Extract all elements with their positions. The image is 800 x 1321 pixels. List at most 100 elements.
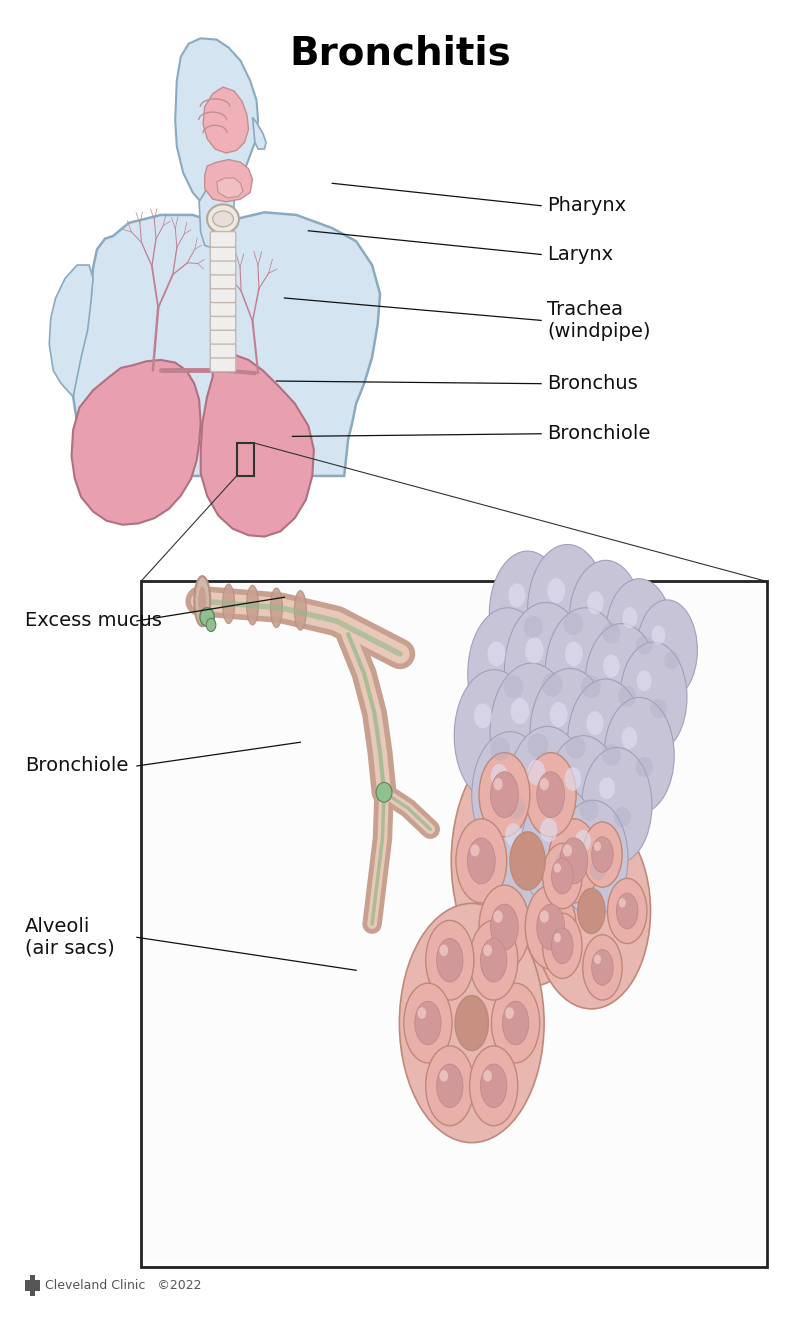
Ellipse shape	[581, 675, 601, 699]
Circle shape	[582, 748, 652, 864]
Circle shape	[585, 624, 658, 745]
Ellipse shape	[194, 576, 210, 626]
Ellipse shape	[565, 642, 582, 666]
Ellipse shape	[603, 654, 620, 678]
Circle shape	[481, 1063, 507, 1107]
FancyBboxPatch shape	[210, 246, 236, 262]
FancyBboxPatch shape	[210, 329, 236, 345]
Circle shape	[567, 679, 644, 806]
Circle shape	[582, 822, 622, 888]
Circle shape	[604, 697, 674, 814]
Circle shape	[487, 793, 560, 914]
Circle shape	[606, 579, 673, 690]
Circle shape	[490, 771, 518, 818]
FancyBboxPatch shape	[210, 357, 236, 371]
Ellipse shape	[494, 910, 502, 922]
Ellipse shape	[527, 760, 546, 785]
Ellipse shape	[439, 1070, 448, 1082]
Ellipse shape	[483, 1070, 492, 1082]
Ellipse shape	[510, 697, 530, 724]
Ellipse shape	[602, 622, 620, 643]
Ellipse shape	[270, 588, 282, 627]
Ellipse shape	[525, 638, 544, 663]
Ellipse shape	[554, 863, 561, 873]
Ellipse shape	[376, 782, 392, 802]
Ellipse shape	[622, 727, 638, 749]
Circle shape	[527, 544, 607, 676]
Circle shape	[542, 844, 582, 909]
Ellipse shape	[565, 768, 582, 791]
FancyBboxPatch shape	[210, 314, 236, 330]
Circle shape	[532, 814, 650, 1009]
Bar	[143, 585, 764, 1263]
Circle shape	[481, 938, 507, 982]
Ellipse shape	[636, 635, 653, 655]
Circle shape	[558, 801, 628, 917]
Polygon shape	[217, 178, 243, 198]
Bar	[210, 232, 236, 370]
Polygon shape	[201, 354, 314, 536]
Circle shape	[620, 642, 687, 753]
Text: Cleveland Clinic   ©2022: Cleveland Clinic ©2022	[46, 1279, 202, 1292]
Ellipse shape	[418, 1007, 426, 1018]
Ellipse shape	[246, 585, 258, 625]
Circle shape	[551, 859, 573, 894]
Ellipse shape	[504, 675, 523, 699]
Ellipse shape	[566, 736, 586, 760]
Polygon shape	[205, 160, 253, 202]
Circle shape	[437, 1063, 463, 1107]
Circle shape	[526, 885, 576, 970]
Text: Excess mucus: Excess mucus	[26, 612, 162, 630]
Ellipse shape	[594, 841, 601, 851]
Ellipse shape	[527, 733, 548, 757]
FancyBboxPatch shape	[210, 342, 236, 358]
Ellipse shape	[200, 608, 214, 626]
Ellipse shape	[540, 778, 549, 790]
Text: Pharynx: Pharynx	[547, 197, 626, 215]
Text: Bronchitis: Bronchitis	[289, 34, 511, 73]
Circle shape	[490, 904, 518, 950]
Circle shape	[470, 921, 518, 1000]
Circle shape	[490, 551, 566, 678]
Circle shape	[454, 670, 534, 802]
Ellipse shape	[664, 651, 679, 668]
Ellipse shape	[547, 579, 566, 604]
Text: Trachea
(windpipe): Trachea (windpipe)	[547, 300, 651, 341]
Circle shape	[551, 929, 573, 963]
Bar	[30, 1275, 35, 1296]
Bar	[26, 1280, 40, 1291]
Text: Bronchiole: Bronchiole	[26, 757, 129, 775]
Circle shape	[560, 838, 588, 884]
Circle shape	[426, 921, 474, 1000]
Circle shape	[467, 838, 495, 884]
Ellipse shape	[505, 823, 522, 847]
Ellipse shape	[587, 592, 604, 614]
Ellipse shape	[618, 686, 636, 707]
Ellipse shape	[206, 618, 216, 631]
Circle shape	[521, 786, 598, 913]
Polygon shape	[73, 213, 380, 476]
Polygon shape	[50, 266, 93, 396]
Ellipse shape	[540, 818, 558, 841]
Circle shape	[526, 753, 576, 836]
Polygon shape	[253, 118, 266, 149]
Ellipse shape	[563, 612, 583, 635]
Circle shape	[592, 950, 613, 985]
Bar	[141, 581, 766, 1267]
Ellipse shape	[222, 584, 234, 624]
Ellipse shape	[474, 703, 492, 728]
Circle shape	[451, 734, 604, 987]
Ellipse shape	[622, 608, 638, 627]
Ellipse shape	[439, 945, 448, 956]
FancyBboxPatch shape	[210, 231, 236, 247]
Circle shape	[437, 938, 463, 982]
FancyBboxPatch shape	[210, 259, 236, 275]
Ellipse shape	[637, 670, 652, 691]
Circle shape	[637, 600, 698, 700]
Circle shape	[479, 885, 530, 970]
Ellipse shape	[599, 777, 615, 799]
Ellipse shape	[543, 794, 563, 818]
FancyBboxPatch shape	[210, 301, 236, 317]
FancyBboxPatch shape	[210, 287, 236, 303]
Ellipse shape	[505, 1007, 514, 1018]
